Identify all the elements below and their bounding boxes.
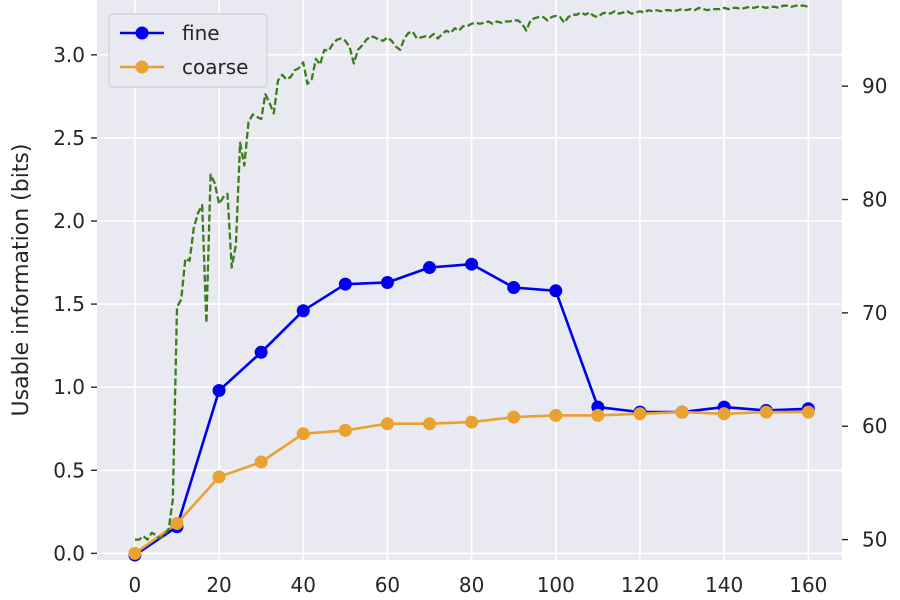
data-point-coarse — [507, 410, 521, 424]
legend-marker-coarse — [135, 60, 149, 74]
series-line-right-axis — [134, 4, 809, 541]
y2-tick-label: 50 — [862, 528, 887, 552]
data-point-fine — [338, 277, 352, 291]
data-point-coarse — [591, 408, 605, 422]
x-tick-label: 40 — [291, 573, 316, 597]
y2-tick-label: 90 — [862, 74, 887, 98]
plot-background — [97, 0, 842, 560]
data-point-coarse — [296, 427, 310, 441]
x-tick-label: 100 — [537, 573, 575, 597]
data-point-fine — [549, 284, 563, 298]
data-point-fine — [380, 275, 394, 289]
x-tick-label: 120 — [621, 573, 659, 597]
y-tick-label: 1.0 — [53, 375, 85, 399]
y-tick-label: 0.5 — [53, 458, 85, 482]
data-point-coarse — [380, 417, 394, 431]
data-point-fine — [296, 304, 310, 318]
data-point-coarse — [128, 546, 142, 560]
data-point-coarse — [423, 417, 437, 431]
x-tick-label: 60 — [375, 573, 400, 597]
data-point-fine — [423, 261, 437, 275]
legend-label-coarse: coarse — [182, 55, 248, 79]
legend-marker-fine — [135, 26, 149, 40]
legend-label-fine: fine — [182, 21, 220, 45]
series-coarse — [128, 405, 815, 560]
y2-tick-label: 70 — [862, 301, 887, 325]
x-axis-ticks: 0 20 40 60 80 100 120 140 160 — [129, 573, 828, 597]
x-tick-label: 0 — [129, 573, 142, 597]
y-tick-label: 3.0 — [53, 43, 85, 67]
data-point-coarse — [338, 423, 352, 437]
data-point-coarse — [801, 405, 815, 419]
y-tick-label: 1.5 — [53, 292, 85, 316]
data-point-coarse — [212, 470, 226, 484]
x-tick-label: 20 — [206, 573, 231, 597]
data-point-coarse — [465, 415, 479, 429]
y-tick-label: 2.0 — [53, 209, 85, 233]
y2-tick-label: 60 — [862, 414, 887, 438]
data-point-coarse — [170, 516, 184, 530]
series-layer — [128, 4, 815, 562]
legend: fine coarse — [108, 13, 268, 88]
data-point-coarse — [254, 455, 268, 469]
data-point-coarse — [717, 407, 731, 421]
x-tick-label: 80 — [459, 573, 484, 597]
y-axis-label: Usable information (bits) — [9, 144, 34, 417]
data-point-coarse — [759, 405, 773, 419]
data-point-fine — [465, 257, 479, 271]
data-point-fine — [507, 280, 521, 294]
data-point-fine — [254, 345, 268, 359]
data-point-coarse — [633, 407, 647, 421]
data-point-fine — [212, 384, 226, 398]
x-tick-label: 160 — [789, 573, 827, 597]
data-point-coarse — [549, 408, 563, 422]
y2-tick-label: 80 — [862, 188, 887, 212]
y-tick-label: 0.0 — [53, 541, 85, 565]
x-tick-label: 140 — [705, 573, 743, 597]
series-right-axis — [134, 4, 809, 541]
data-point-coarse — [675, 405, 689, 419]
gridlines — [97, 0, 842, 560]
y-tick-label: 2.5 — [53, 126, 85, 150]
right-y-axis-ticks: 50 60 70 80 90 — [842, 74, 887, 552]
left-y-axis-ticks: 0.0 0.5 1.0 1.5 2.0 2.5 3.0 — [53, 43, 97, 565]
